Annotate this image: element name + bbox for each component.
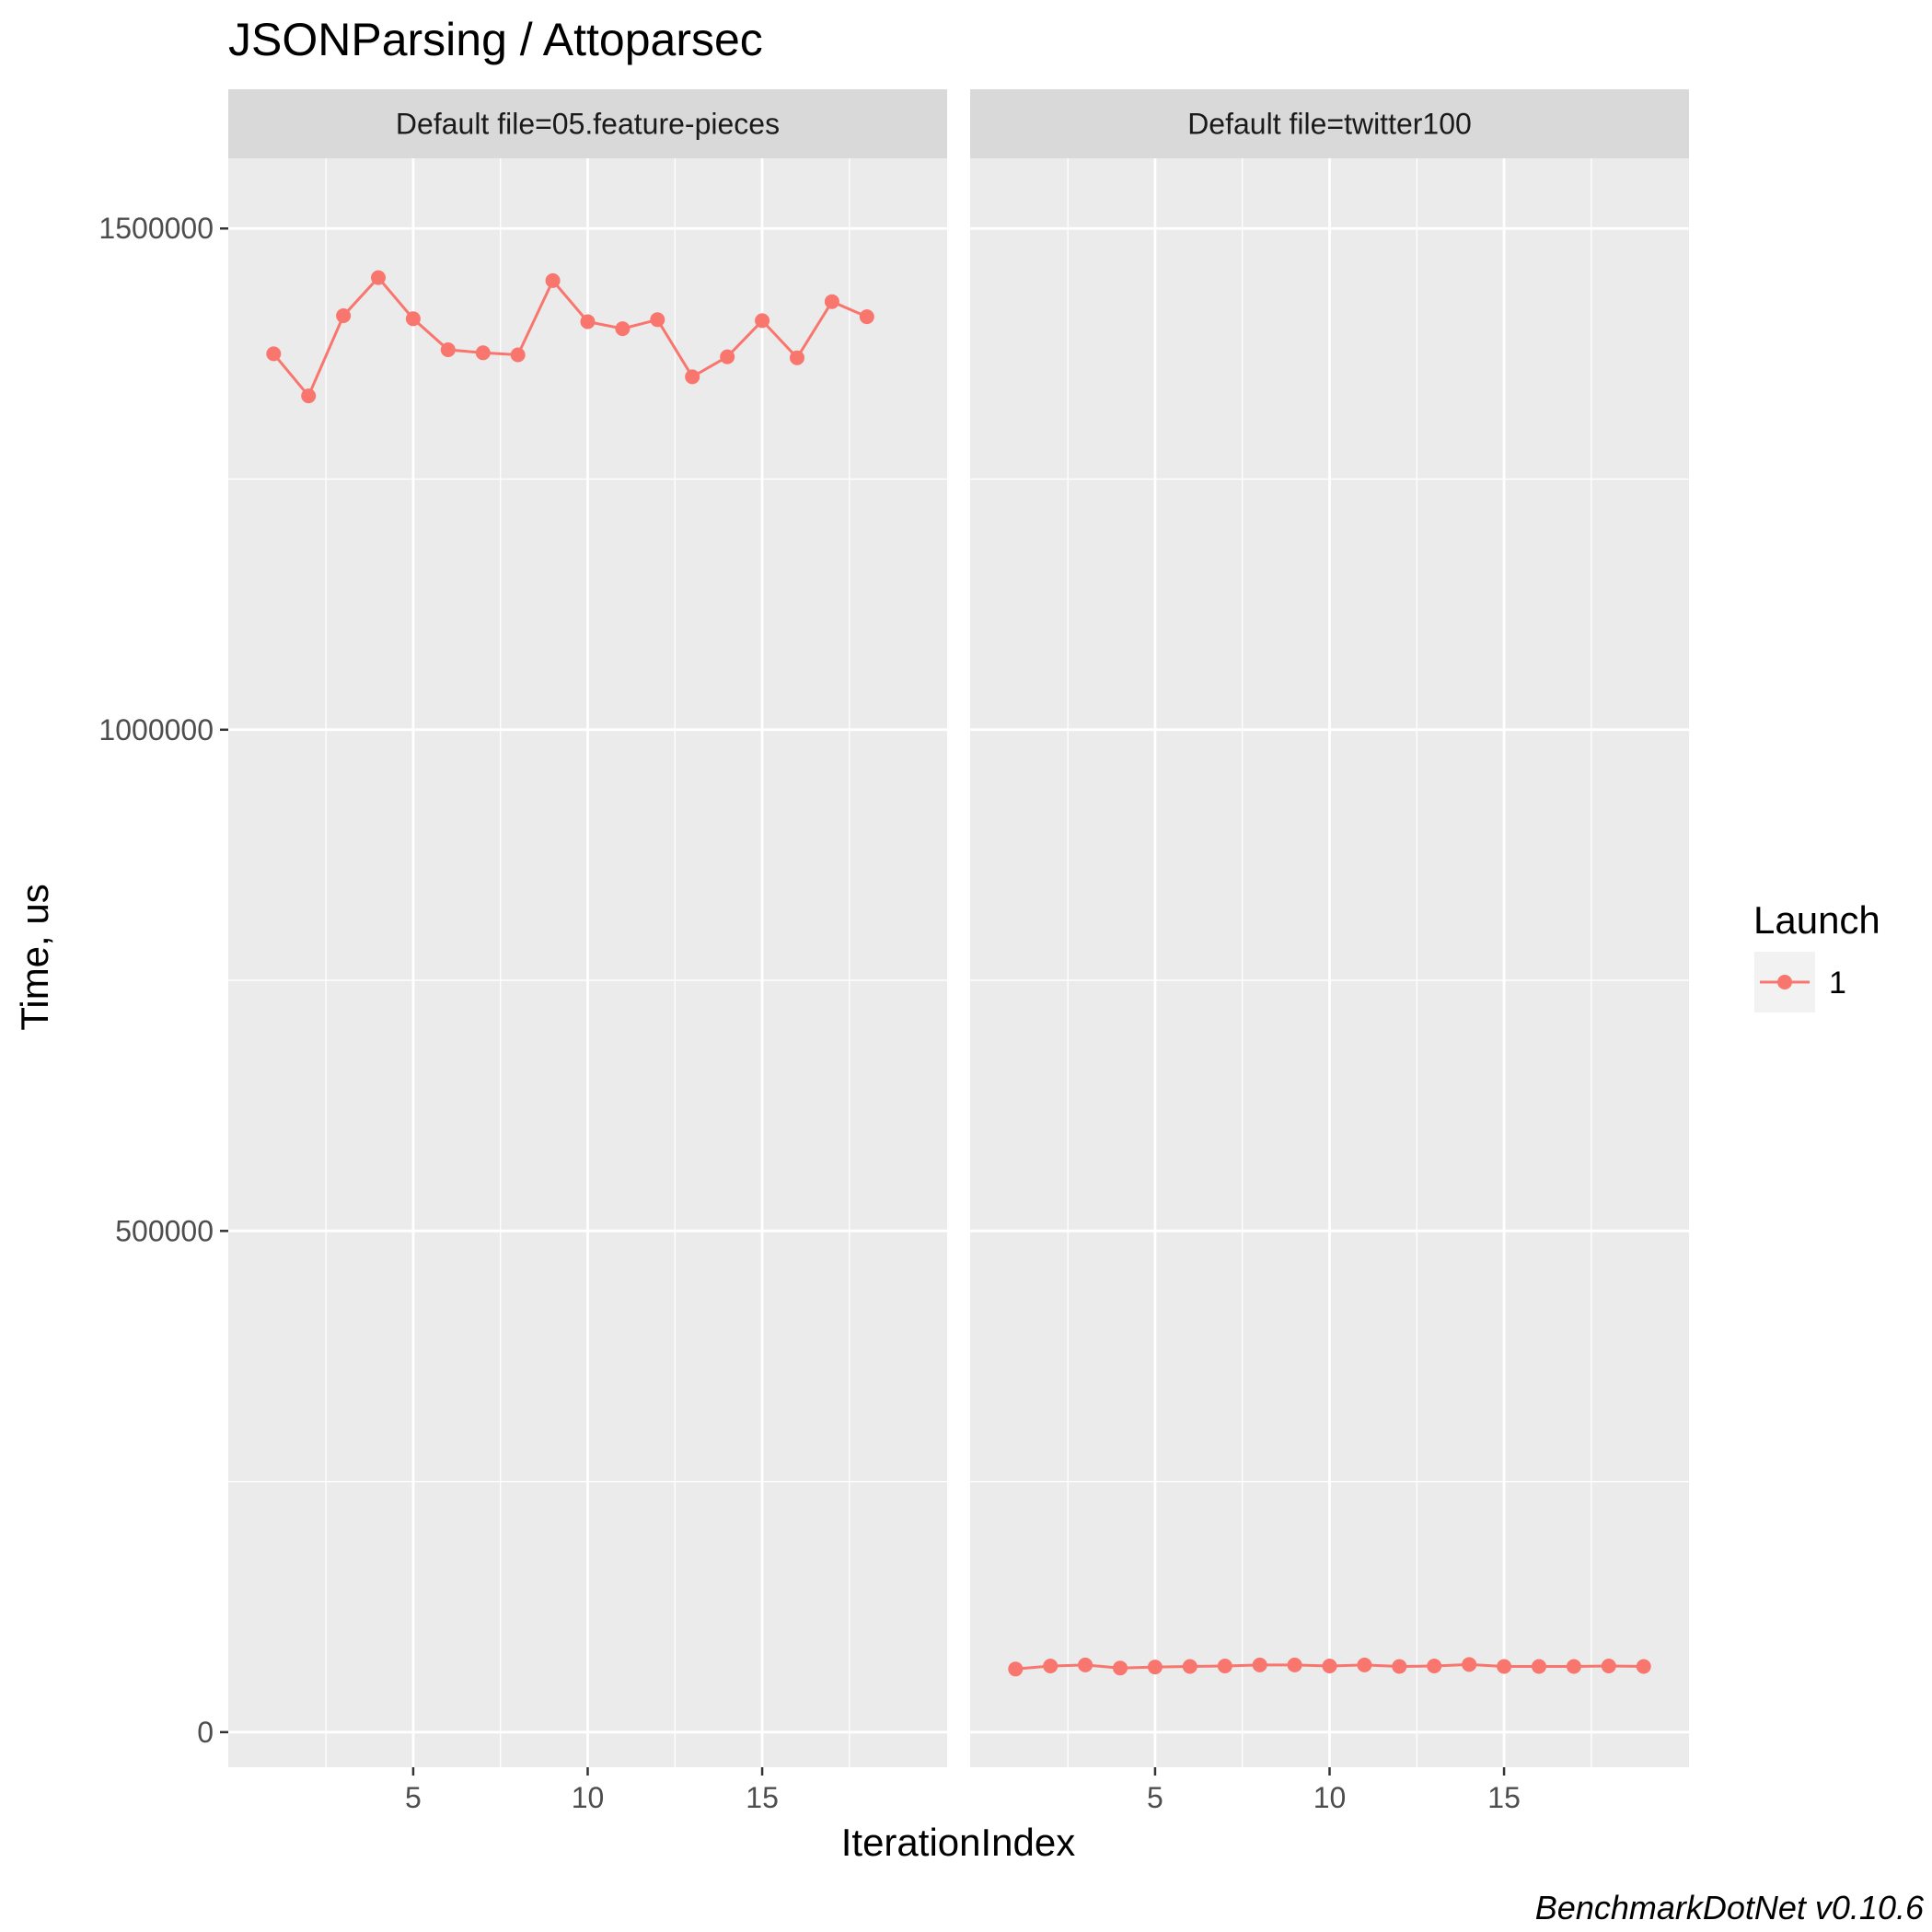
y-axis-title: Time, us xyxy=(13,884,56,1030)
data-point xyxy=(440,342,456,357)
facet-strip xyxy=(970,89,1689,158)
x-tick-label: 10 xyxy=(572,1781,605,1814)
data-point xyxy=(755,313,770,329)
facet-panel: Default file=twitter100 5 10 15 xyxy=(970,89,1689,1814)
data-point xyxy=(510,347,526,363)
data-point xyxy=(1078,1657,1093,1672)
y-tick-label: 500000 xyxy=(115,1214,214,1247)
y-tick-label: 0 xyxy=(197,1716,214,1749)
data-point xyxy=(615,321,631,337)
data-point xyxy=(301,388,317,404)
data-point xyxy=(650,312,665,328)
y-tick-label: 1000000 xyxy=(98,713,214,746)
data-point xyxy=(336,308,352,323)
data-point xyxy=(1497,1659,1512,1674)
data-point xyxy=(1462,1657,1477,1672)
data-point xyxy=(1601,1659,1616,1673)
y-axis: 0 500000 1000000 1500000 xyxy=(98,212,228,1749)
data-point xyxy=(1008,1661,1024,1677)
data-point xyxy=(1182,1659,1197,1674)
facet-strip-label: Default file=05.feature-pieces xyxy=(396,108,780,141)
facet-strip xyxy=(228,89,947,158)
data-point xyxy=(475,345,491,361)
data-point xyxy=(545,272,561,288)
data-point xyxy=(1427,1659,1442,1673)
data-point xyxy=(580,314,596,330)
legend-title: Launch xyxy=(1753,898,1880,942)
chart-title: JSONParsing / Attoparsec xyxy=(228,14,763,65)
data-point xyxy=(1217,1659,1232,1673)
data-point xyxy=(1043,1659,1059,1673)
data-point xyxy=(1252,1657,1267,1672)
facet-panel: Default file=05.feature-pieces 5 10 15 xyxy=(228,89,947,1814)
y-tick-label: 1500000 xyxy=(98,212,214,245)
data-point xyxy=(1357,1657,1372,1672)
x-tick-label: 5 xyxy=(405,1781,422,1814)
data-point xyxy=(790,350,804,365)
data-point xyxy=(685,369,700,385)
x-axis-title: IterationIndex xyxy=(841,1821,1076,1864)
data-point xyxy=(405,311,421,327)
data-point xyxy=(1392,1659,1407,1674)
legend: Launch 1 xyxy=(1753,898,1880,1012)
facet-strip-label: Default file=twitter100 xyxy=(1187,108,1472,141)
data-point xyxy=(1566,1659,1581,1674)
x-tick-label: 15 xyxy=(746,1781,779,1814)
data-point xyxy=(720,349,735,364)
data-point xyxy=(371,270,386,285)
data-point xyxy=(1287,1657,1302,1672)
series-line xyxy=(272,275,868,399)
data-point xyxy=(824,294,839,309)
caption: BenchmarkDotNet v0.10.6 xyxy=(1535,1889,1925,1926)
data-point xyxy=(859,309,874,325)
data-point xyxy=(1147,1660,1163,1675)
data-point xyxy=(1113,1660,1128,1676)
x-tick-label: 10 xyxy=(1313,1781,1347,1814)
x-tick-label: 5 xyxy=(1147,1781,1163,1814)
data-point xyxy=(266,346,282,362)
data-point xyxy=(1532,1659,1546,1674)
data-point xyxy=(1636,1659,1651,1674)
legend-key-point xyxy=(1777,975,1792,989)
legend-label-1: 1 xyxy=(1829,966,1846,1001)
x-tick-label: 15 xyxy=(1487,1781,1521,1814)
data-point xyxy=(1322,1659,1337,1673)
